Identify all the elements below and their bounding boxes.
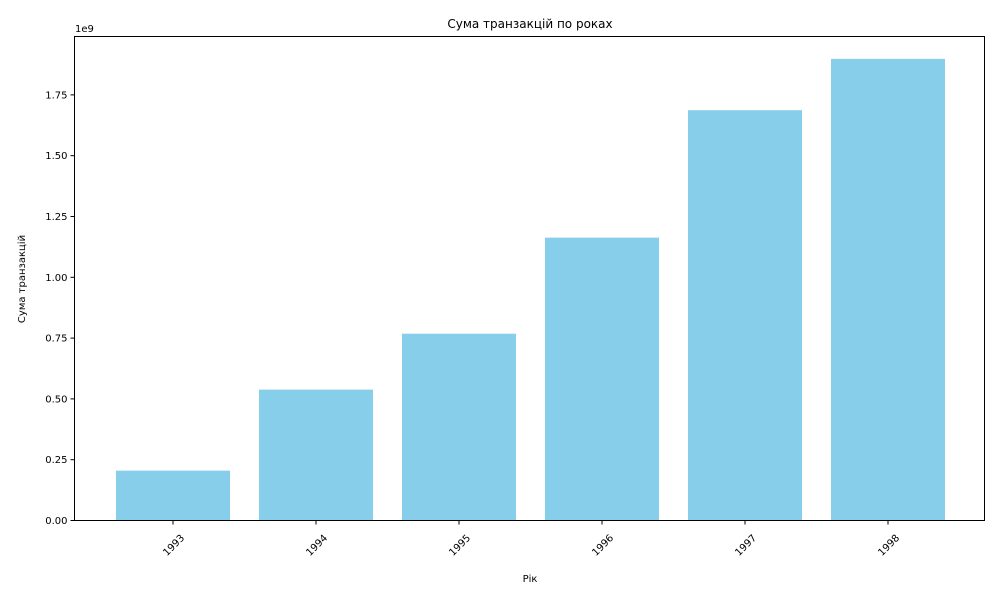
y-tick-label: 1.75 (45, 90, 67, 101)
y-offset-label: 1e9 (75, 24, 94, 35)
bar-1994 (259, 389, 373, 521)
x-axis-ticks: 1993 1994 1995 1996 1997 1998 (161, 520, 902, 559)
x-tick-label: 1996 (590, 533, 616, 559)
y-tick-label: 1.25 (45, 212, 67, 223)
y-tick-label: 1.00 (45, 273, 67, 284)
x-tick-label: 1997 (733, 533, 759, 559)
bar-1993 (116, 470, 230, 521)
y-tick-label: 0.00 (45, 516, 67, 527)
y-tick-label: 0.25 (45, 455, 67, 466)
y-tick-label: 0.75 (45, 334, 67, 345)
y-tick-label: 0.50 (45, 394, 67, 405)
x-tick-label: 1998 (876, 533, 902, 559)
x-tick-label: 1995 (447, 533, 473, 559)
bar-1995 (402, 333, 516, 521)
bar-1998 (831, 58, 945, 521)
y-axis-label: Сума транзакцій (16, 235, 28, 323)
bar-1996 (545, 237, 659, 521)
x-tick-label: 1994 (304, 533, 330, 559)
bars-group (116, 58, 945, 521)
chart-title: Сума транзакцій по роках (447, 17, 612, 31)
y-axis-ticks: 0.00 0.25 0.50 0.75 1.00 1.25 1.50 1.75 (45, 90, 75, 527)
plot-frame (74, 36, 985, 521)
x-axis-label: Рік (523, 573, 538, 585)
x-tick-label: 1993 (161, 533, 187, 559)
y-tick-label: 1.50 (45, 151, 67, 162)
bar-1997 (688, 110, 802, 521)
